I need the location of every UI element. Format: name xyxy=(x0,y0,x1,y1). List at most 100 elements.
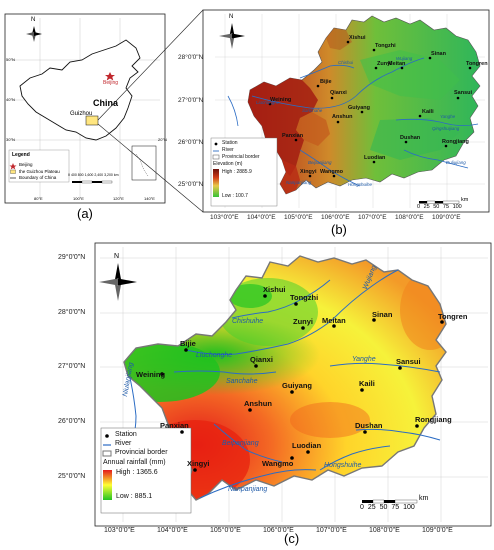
scale-b-0: 0 xyxy=(417,204,421,210)
legend-a-item-beijing: Beijing xyxy=(19,162,33,167)
b-station-label-luodian: Luodian xyxy=(364,155,386,161)
legend-b-elev-title: Elevation (m) xyxy=(213,161,243,167)
c-station-label-panxian: Panxian xyxy=(160,421,189,430)
legend-a-item-boundary: Boundary of China xyxy=(19,175,57,180)
c-station-guiyang xyxy=(290,390,294,394)
lon-b-108: 108°0'0"E xyxy=(395,214,424,221)
legend-c-low: Low : 885.1 xyxy=(116,493,153,500)
b-station-meitan xyxy=(400,66,404,70)
legend-c-river-label: River xyxy=(115,440,132,447)
c-station-kaili xyxy=(360,388,364,392)
legend-b-station-icon xyxy=(214,142,218,146)
b-station-sinan xyxy=(428,56,432,60)
guizhou-label: Guizhou xyxy=(70,111,93,117)
river-b-beipanjiang: Beipanjiang xyxy=(308,160,332,165)
lon-c-109: 109°0'0"E xyxy=(422,527,453,534)
lon-c-108: 108°0'0"E xyxy=(369,527,400,534)
lon-c-104: 104°0'0"E xyxy=(157,527,188,534)
c-station-sinan xyxy=(372,318,376,322)
c-station-label-anshun: Anshun xyxy=(244,399,272,408)
river-yanghe xyxy=(329,362,441,373)
b-station-sansui xyxy=(456,96,460,100)
c-station-label-zunyi: Zunyi xyxy=(293,317,313,326)
b-station-kaili xyxy=(418,114,422,118)
b-station-label-meitan: Meitan xyxy=(388,61,406,67)
b-station-zunyi xyxy=(374,66,378,70)
b-station-label-qianxi: Qianxi xyxy=(330,90,347,96)
legend-c-border-swatch xyxy=(102,450,112,457)
legend-b-elevation-ramp xyxy=(213,169,219,197)
lat-b-27: 27°0'0"N xyxy=(178,97,204,104)
c-station-label-sansui: Sansui xyxy=(396,357,421,366)
scale-c-75: 75 xyxy=(391,504,400,511)
b-station-panxian xyxy=(294,138,298,142)
legend-c-high: High : 1365.6 xyxy=(116,469,158,476)
scale-a-2: 800 xyxy=(77,173,84,177)
lat-c-28: 28°0'0"N xyxy=(58,309,86,316)
guizhou-border xyxy=(123,255,447,501)
scale-a-unit: km xyxy=(113,173,119,177)
legend-c-rainfall-ramp xyxy=(103,470,112,500)
b-station-tongren xyxy=(468,66,472,70)
lat-c-26: 26°0'0"N xyxy=(58,418,86,425)
scale-c-100: 100 xyxy=(403,504,415,511)
b-station-label-zunyi: Zunyi xyxy=(377,61,392,67)
b-station-label-guiyang: Guiyang xyxy=(348,105,371,111)
c-station-label-tongren: Tongren xyxy=(438,312,468,321)
b-station-label-weining: Weining xyxy=(270,97,292,103)
lat-a-20: 20°N xyxy=(158,137,167,142)
c-station-wangmo xyxy=(290,456,294,460)
lat-b-28: 28°0'0"N xyxy=(178,54,204,61)
scale-a-5: 3,200 xyxy=(104,173,113,177)
lat-b-25: 25°0'0"N xyxy=(178,181,204,188)
c-station-panxian xyxy=(180,430,184,434)
lon-c-105: 105°0'0"E xyxy=(210,527,241,534)
b-station-anshun xyxy=(336,120,340,124)
river-c-chishuihe: Chishuihe xyxy=(232,318,264,325)
c-station-dushan xyxy=(363,430,367,434)
scale-c-unit: km xyxy=(419,495,429,502)
river-b-qingshuijiang: Qingshuijiang xyxy=(432,126,460,131)
lon-c-107: 107°0'0"E xyxy=(316,527,347,534)
river-chishuihe xyxy=(231,279,331,319)
c-station-label-luodian: Luodian xyxy=(292,441,322,450)
b-station-tongzhi xyxy=(372,48,376,52)
panel-c-legend-box xyxy=(100,427,192,514)
panel-c-rivers xyxy=(129,269,441,499)
panel-a-legend-box xyxy=(8,149,70,183)
lon-c-106: 106°0'0"E xyxy=(263,527,294,534)
river-c-sanchahe: Sanchahe xyxy=(226,378,258,385)
b-station-label-sansui: Sansui xyxy=(454,90,473,96)
c-station-qianxi xyxy=(254,364,258,368)
legend-c-border-label: Provincial border xyxy=(115,449,168,456)
legend-b-river-label: River xyxy=(222,147,234,153)
panel-a-north-arrow-icon xyxy=(26,26,42,42)
b-station-label-bijie: Bijie xyxy=(320,79,332,85)
scale-a-3: 1,600 xyxy=(84,173,94,177)
c-station-label-tongzhi: Tongzhi xyxy=(290,293,319,302)
panel-b-north-arrow-icon xyxy=(219,23,245,49)
panel-a-scalebar xyxy=(72,180,113,184)
scale-c-50: 50 xyxy=(379,504,388,511)
river-b-yanghe: Yanghe xyxy=(440,114,456,119)
china-outline xyxy=(19,39,141,141)
c-station-anshun xyxy=(248,408,252,412)
b-station-weining xyxy=(268,102,272,106)
c-station-label-bijie: Bijie xyxy=(180,339,196,348)
panel-b-north-label: N xyxy=(229,14,234,20)
panel-c-stations xyxy=(160,294,444,472)
river-c-yanghe: Yanghe xyxy=(352,356,376,363)
c-station-label-weining: Weining xyxy=(136,370,166,379)
legend-b-border-swatch xyxy=(212,154,220,160)
b-station-label-dushan: Dushan xyxy=(400,135,421,141)
lon-a-140: 140°E xyxy=(144,196,155,201)
guizhou-highlight xyxy=(85,115,99,126)
b-station-bijie xyxy=(316,84,320,88)
b-station-wangmo xyxy=(332,174,336,178)
panel-b-rivers xyxy=(227,57,479,187)
panel-c-label: (c) xyxy=(284,531,300,546)
connector-top xyxy=(97,9,204,121)
china-label: China xyxy=(93,98,119,108)
c-station-weining xyxy=(160,372,164,376)
legend-b-border-label: Provincial border xyxy=(222,154,260,160)
